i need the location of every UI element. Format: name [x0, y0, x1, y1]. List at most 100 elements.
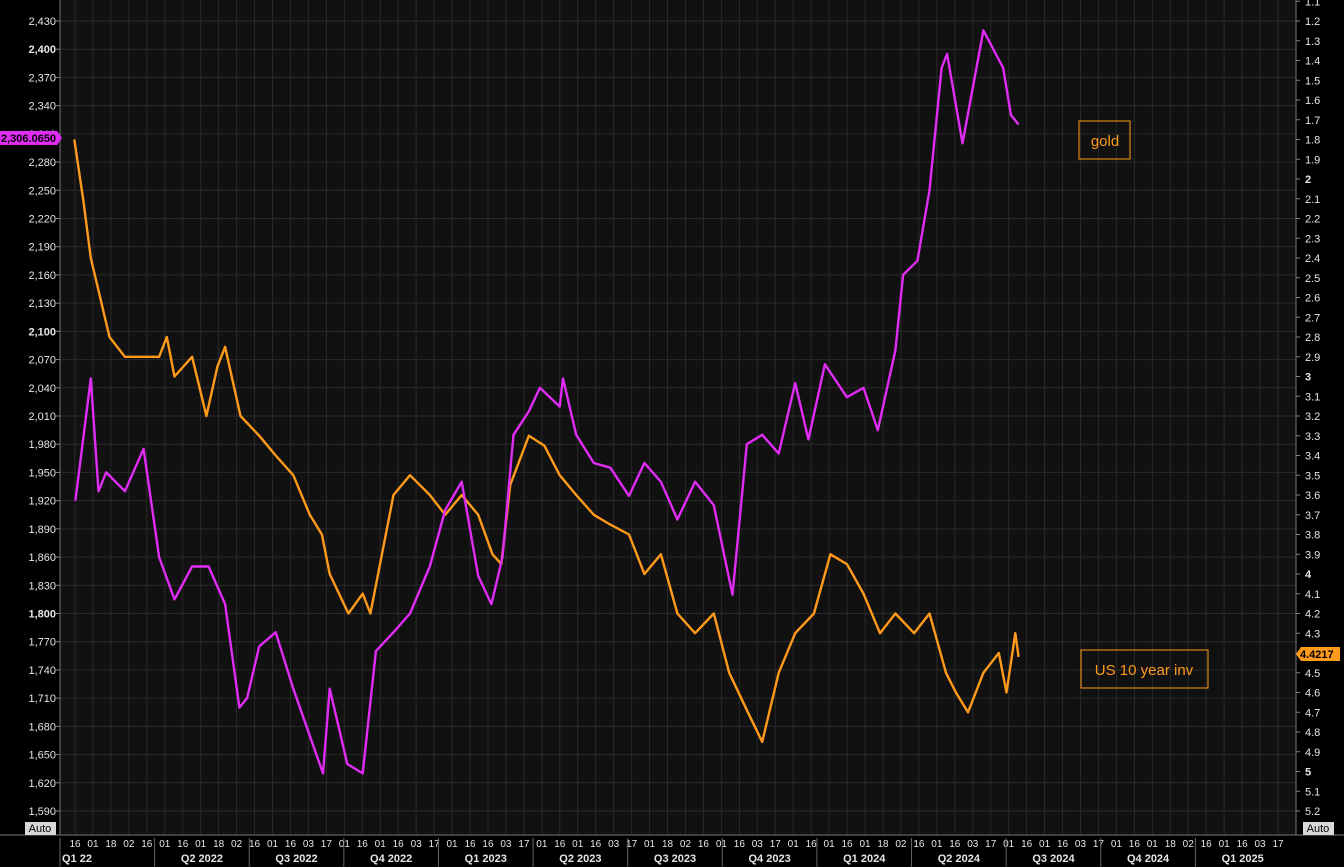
x-day-label: 17 [770, 839, 782, 850]
x-day-label: 01 [716, 839, 728, 850]
right-tick-label: 2.9 [1305, 352, 1320, 364]
legend-gold[interactable]: gold [1078, 120, 1131, 160]
x-day-label: 16 [1129, 839, 1141, 850]
right-tick-label: 3.7 [1305, 510, 1320, 522]
left-tick-label: 1,980 [28, 439, 56, 451]
x-day-label: 16 [949, 839, 961, 850]
x-day-label: 16 [69, 839, 81, 850]
x-day-label: 01 [446, 839, 458, 850]
x-day-label: 16 [177, 839, 189, 850]
right-tick-label: 4.7 [1305, 707, 1320, 719]
right-tick-label: 1.5 [1305, 75, 1320, 87]
x-quarter-label: Q2 2024 [938, 853, 981, 865]
right-axis: 1.1 1.2 1.3 1.4 1.5 1.6 1.7 1.8 1.9 2 2.1 2.2 2.3 2.4… [1295, 0, 1320, 835]
x-day-label: 03 [500, 839, 512, 850]
left-axis: 2,4302,4002,3702,3402,3102,2802,2502,220… [28, 0, 61, 835]
auto-button-right[interactable]: Auto [1303, 822, 1334, 835]
right-tick-label: 3.5 [1305, 470, 1320, 482]
right-tick-label: 4.5 [1305, 668, 1320, 680]
x-day-label: 01 [536, 839, 548, 850]
legend-gold-label: gold [1091, 133, 1119, 150]
right-tick-label: 3.1 [1305, 391, 1320, 403]
left-tick-label: 2,220 [28, 214, 56, 226]
x-quarter-label: Q3 2024 [1032, 853, 1075, 865]
x-day-label: 02 [1183, 839, 1195, 850]
x-day-label: 17 [626, 839, 638, 850]
right-tick-label: 1.8 [1305, 135, 1320, 147]
x-day-label: 16 [913, 839, 925, 850]
auto-button-right-label: Auto [1307, 823, 1330, 835]
x-day-label: 17 [985, 839, 997, 850]
x-quarter-label: Q4 2023 [749, 853, 791, 865]
left-tick-label: 1,920 [28, 496, 56, 508]
auto-button-left-label: Auto [29, 823, 52, 835]
series-line-us10y[interactable] [73, 139, 1020, 744]
right-tick-label: 2.4 [1305, 253, 1320, 265]
right-tick-label: 1.6 [1305, 95, 1320, 107]
legend-us10y[interactable]: US 10 year inv [1080, 649, 1209, 689]
left-tick-label: 1,650 [28, 750, 56, 762]
x-quarter-label: Q4 2022 [370, 853, 412, 865]
x-day-label: 18 [105, 839, 117, 850]
series-line-gold[interactable] [74, 29, 1020, 775]
x-day-label: 01 [1219, 839, 1231, 850]
x-day-label: 18 [662, 839, 674, 850]
x-day-label: 02 [680, 839, 692, 850]
right-tick-label: 1.9 [1305, 154, 1320, 166]
right-tick-label: 5.1 [1305, 786, 1320, 798]
series-layer [73, 29, 1020, 775]
auto-button-left[interactable]: Auto [25, 822, 56, 835]
x-day-label: 16 [590, 839, 602, 850]
x-day-label: 16 [734, 839, 746, 850]
right-tick-label: 1.1 [1305, 0, 1320, 8]
left-tick-label: 1,710 [28, 693, 56, 705]
right-tick-label: 1.2 [1305, 16, 1320, 28]
left-tick-label: 2,040 [28, 383, 56, 395]
left-current-value-flag: 2,306.0650 [0, 131, 62, 145]
x-day-label: 16 [554, 839, 566, 850]
left-tick-label: 2,160 [28, 270, 56, 282]
left-tick-label: 1,590 [28, 806, 56, 818]
x-day-label: 16 [482, 839, 494, 850]
left-tick-label: 2,070 [28, 355, 56, 367]
right-tick-label: 3.4 [1305, 451, 1320, 463]
x-axis: 16 01 18 02 16 01 16 01 18 02 16 01 16 03 17 01 16 01 16 03… [0, 834, 1344, 867]
x-day-label: 16 [357, 839, 369, 850]
right-tick-label: 3.9 [1305, 549, 1320, 561]
left-tick-label: 2,010 [28, 411, 56, 423]
x-day-label: 16 [1237, 839, 1249, 850]
right-flag-shape [1296, 647, 1340, 661]
auto-button-right-bg [1303, 822, 1334, 835]
x-day-label: 01 [859, 839, 871, 850]
right-tick-label: 4.3 [1305, 628, 1320, 640]
x-quarter-label: Q1 22 [62, 853, 92, 865]
right-tick-label: 2.5 [1305, 273, 1320, 285]
x-day-label: 01 [339, 839, 351, 850]
right-tick-label: 1.7 [1305, 115, 1320, 127]
right-tick-label: 2 [1305, 174, 1311, 186]
left-tick-label: 2,190 [28, 242, 56, 254]
x-day-label: 16 [1201, 839, 1213, 850]
left-tick-label: 2,130 [28, 298, 56, 310]
plot-area[interactable] [60, 0, 1296, 835]
left-tick-label: 1,770 [28, 637, 56, 649]
x-day-label: 01 [788, 839, 800, 850]
x-day-label: 01 [572, 839, 584, 850]
x-quarter-label: Q2 2022 [181, 853, 223, 865]
x-day-label: 18 [213, 839, 225, 850]
x-day-label: 03 [752, 839, 764, 850]
right-tick-label: 3.8 [1305, 530, 1320, 542]
x-day-label: 16 [1057, 839, 1069, 850]
x-day-label: 17 [1272, 839, 1284, 850]
x-day-label: 17 [518, 839, 530, 850]
right-tick-label: 4.2 [1305, 609, 1320, 621]
right-tick-label: 2.8 [1305, 332, 1320, 344]
x-quarter-label: Q1 2024 [843, 853, 886, 865]
left-tick-label: 2,340 [28, 101, 56, 113]
x-day-label: 01 [644, 839, 656, 850]
left-tick-label: 2,250 [28, 185, 56, 197]
right-tick-label: 5 [1305, 767, 1311, 779]
left-tick-label: 1,800 [28, 609, 56, 621]
x-day-label: 16 [464, 839, 476, 850]
